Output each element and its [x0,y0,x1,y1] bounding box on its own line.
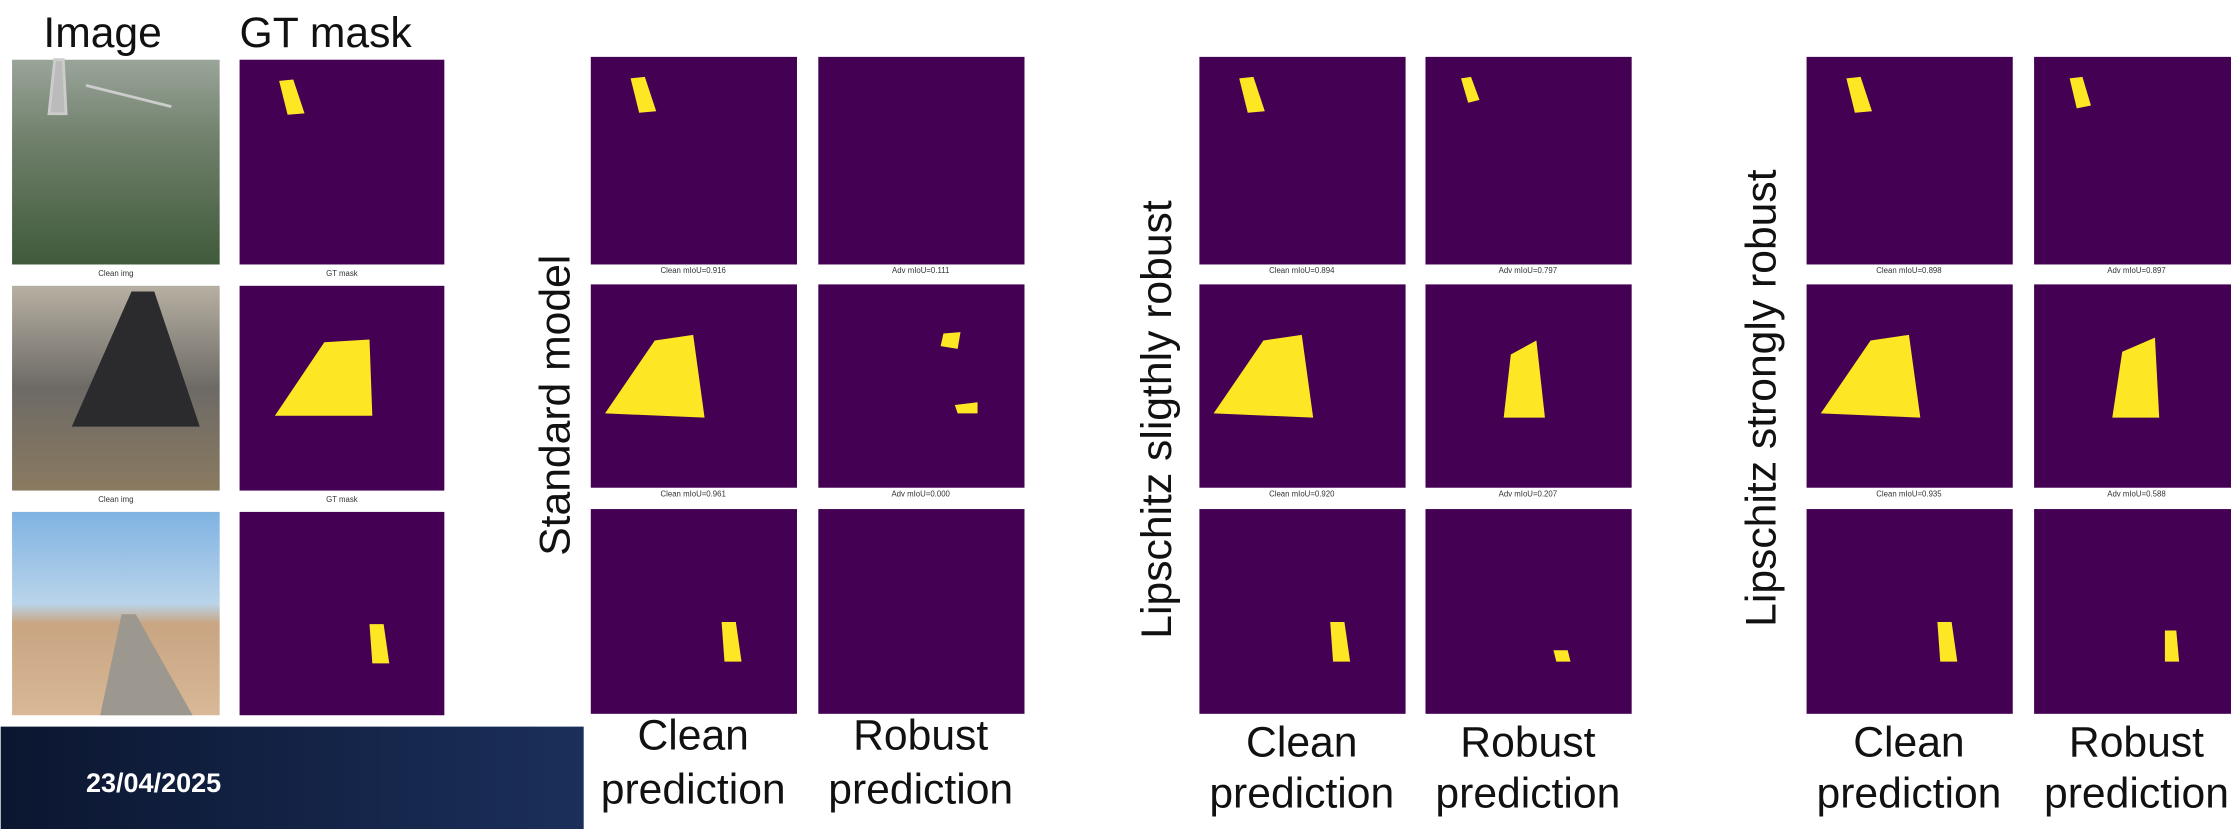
column-label: prediction [1435,770,1620,818]
panel-caption: Clean img [98,269,133,278]
column-label: prediction [601,765,786,813]
panel-caption: Clean mIoU=0.898 [1876,266,1941,275]
mask-panel [240,60,445,265]
mask-panel [818,284,1024,487]
panel-caption: Adv mIoU=0.797 [1499,266,1557,275]
mask-panel [818,509,1024,714]
column-label: Robust [2069,718,2204,766]
mask-panel [2034,57,2231,265]
model-label: Lipschitz sligthly robust [1133,200,1181,639]
column-label: Robust [853,711,988,759]
column-header: Image [43,9,162,57]
column-label: Clean [1246,718,1357,766]
date: 23/04/2025 [86,768,221,798]
mask-region [941,332,961,349]
column-label: Clean [637,711,748,759]
mask-panel [591,57,797,265]
mask-panel [818,57,1024,265]
mask-panel [1807,509,2013,714]
panel-caption: Clean mIoU=0.894 [1269,266,1335,275]
panel-caption: Adv mIoU=0.588 [2107,489,2165,498]
mask-panel [591,509,797,714]
mask-panel [2034,509,2231,714]
mask-panel [1807,57,2013,265]
column-label: Clean [1853,718,1964,766]
panel-caption: GT mask [326,269,358,278]
column-header: GT mask [240,9,413,57]
mask-panel [1199,509,1405,714]
column-label: prediction [1817,770,2002,818]
panel-caption: GT mask [326,495,358,504]
input-photo [12,60,220,265]
panel-caption: Adv mIoU=0.111 [892,266,949,275]
model-label: Lipschitz strongly robust [1737,169,1785,627]
mask-panel [1425,509,1631,714]
page: 23/04/2025 Image GT mask Clean img GT mas… [0,0,2231,829]
column-label: prediction [1209,770,1394,818]
panel-caption: Clean img [98,495,133,504]
mask-panel [1425,57,1631,265]
mask-region [1553,650,1570,661]
column-label: prediction [828,765,1013,813]
panel-caption: Clean mIoU=0.920 [1269,489,1335,498]
panel-caption: Adv mIoU=0.897 [2107,266,2165,275]
panel-caption: Clean mIoU=0.935 [1876,489,1942,498]
panel-caption: Adv mIoU=0.207 [1499,489,1557,498]
mask-panel [240,512,445,715]
column-label: prediction [2044,770,2229,818]
model-label: Standard model [531,255,579,556]
mask-panel [1199,57,1405,265]
panel-caption: Clean mIoU=0.916 [660,266,725,275]
panel-caption: Clean mIoU=0.961 [660,489,725,498]
column-label: Robust [1460,718,1595,766]
slide: 23/04/2025 Image GT mask Clean img GT mas… [0,0,2231,829]
panel-caption: Adv mIoU=0.000 [891,489,950,498]
